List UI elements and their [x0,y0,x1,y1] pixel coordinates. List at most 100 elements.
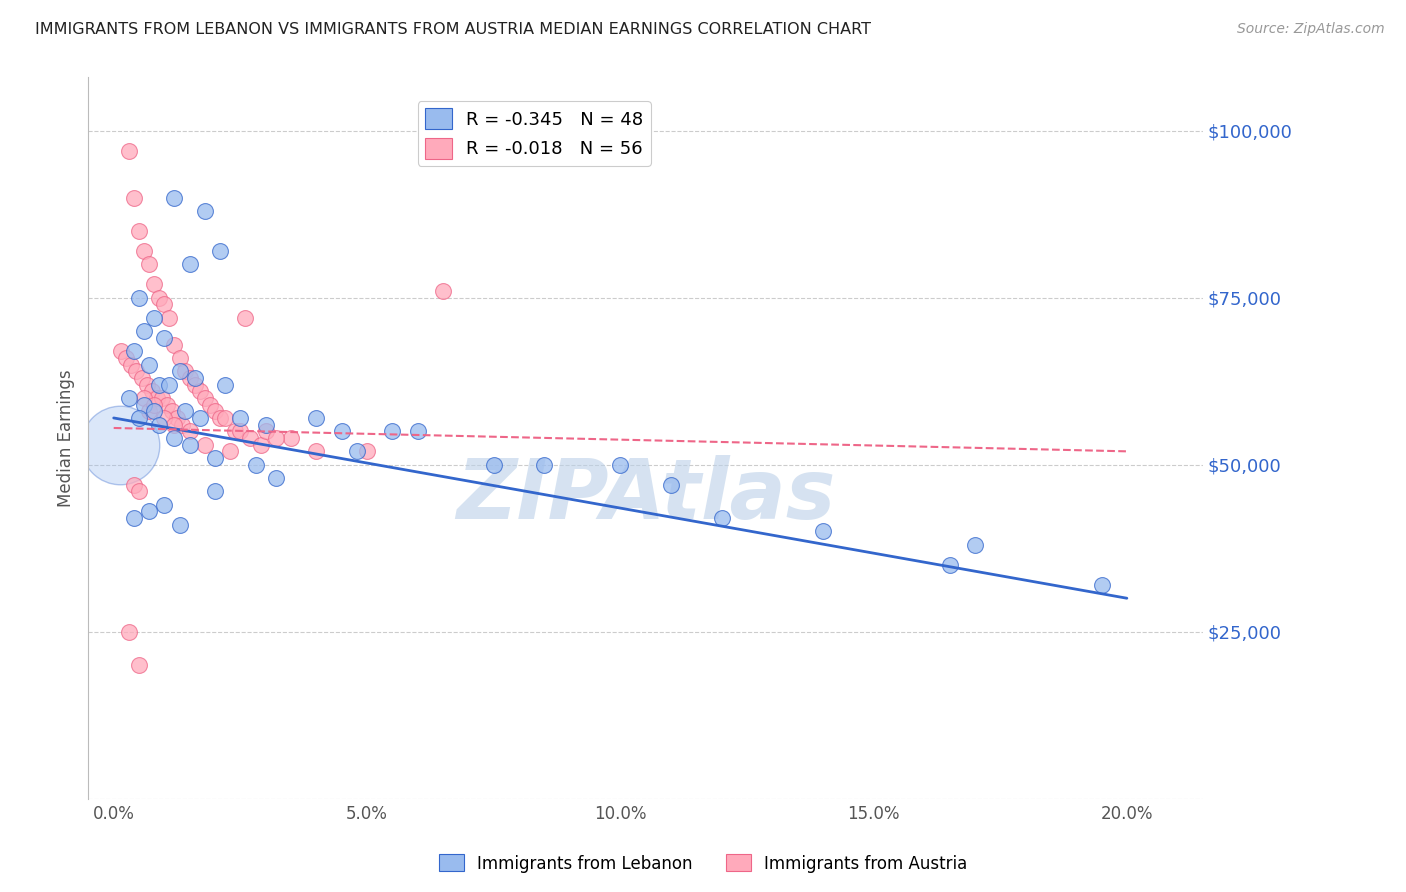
Point [209,411,232,425]
Point [609,458,631,472]
Point [194,204,217,219]
Point [153,411,176,425]
Point [118,391,141,405]
Point [219,444,242,458]
Point [209,244,232,258]
Point [264,431,287,445]
Point [128,224,150,238]
Text: ZIPAtlas: ZIPAtlas [456,455,835,536]
Point [143,398,166,412]
Point [482,458,505,472]
Point [125,364,148,378]
Legend: R = -0.345   N = 48, R = -0.018   N = 56: R = -0.345 N = 48, R = -0.018 N = 56 [418,101,651,166]
Point [160,404,183,418]
Point [143,404,166,418]
Point [245,458,267,472]
Point [356,444,378,458]
Point [169,364,191,378]
Point [254,425,277,439]
Point [153,498,176,512]
Point [128,411,150,425]
Point [148,377,170,392]
Point [163,191,186,205]
Point [173,364,195,378]
Point [122,191,145,205]
Point [153,297,176,311]
Point [159,310,181,325]
Point [330,425,353,439]
Point [179,371,201,385]
Point [148,417,170,432]
Point [131,371,153,385]
Point [159,377,181,392]
Point [143,277,166,292]
Point [179,257,201,271]
Point [163,417,186,432]
Point [122,477,145,491]
Point [204,404,226,418]
Point [239,431,262,445]
Point [229,411,252,425]
Point [120,358,142,372]
Point [406,425,429,439]
Point [128,291,150,305]
Point [204,484,226,499]
Point [173,404,195,418]
Point [381,425,404,439]
Point [184,377,207,392]
Point [305,444,328,458]
Point [141,384,163,399]
Point [138,358,160,372]
Point [122,344,145,359]
Point [128,484,150,499]
Point [118,624,141,639]
Point [533,458,555,472]
Point [138,257,160,271]
Point [235,310,257,325]
Point [179,425,201,439]
Point [229,425,252,439]
Point [184,371,207,385]
Point [710,511,733,525]
Point [132,324,155,338]
Point [143,310,166,325]
Point [280,431,302,445]
Point [156,398,179,412]
Point [169,351,191,365]
Point [224,425,246,439]
Point [153,331,176,345]
Point [194,391,217,405]
Point [148,291,170,305]
Point [132,244,155,258]
Point [659,477,682,491]
Point [122,511,145,525]
Text: IMMIGRANTS FROM LEBANON VS IMMIGRANTS FROM AUSTRIA MEDIAN EARNINGS CORRELATION C: IMMIGRANTS FROM LEBANON VS IMMIGRANTS FR… [35,22,872,37]
Point [214,411,236,425]
Point [172,417,194,432]
Point [163,337,186,351]
Text: Source: ZipAtlas.com: Source: ZipAtlas.com [1237,22,1385,37]
Legend: Immigrants from Lebanon, Immigrants from Austria: Immigrants from Lebanon, Immigrants from… [432,847,974,880]
Y-axis label: Median Earnings: Median Earnings [58,369,75,507]
Point [305,411,328,425]
Point [346,444,368,458]
Point [145,391,167,405]
Point [249,438,271,452]
Point [963,538,986,552]
Point [132,398,155,412]
Point [188,411,211,425]
Point [110,344,132,359]
Point [179,438,201,452]
Point [138,404,160,418]
Point [118,144,141,158]
Point [1090,578,1112,592]
Point [198,398,221,412]
Point [214,377,236,392]
Point [432,284,454,298]
Point [254,417,277,432]
Point [194,438,217,452]
Point [938,558,960,572]
Point [169,517,191,532]
Point [135,377,157,392]
Point [138,504,160,518]
